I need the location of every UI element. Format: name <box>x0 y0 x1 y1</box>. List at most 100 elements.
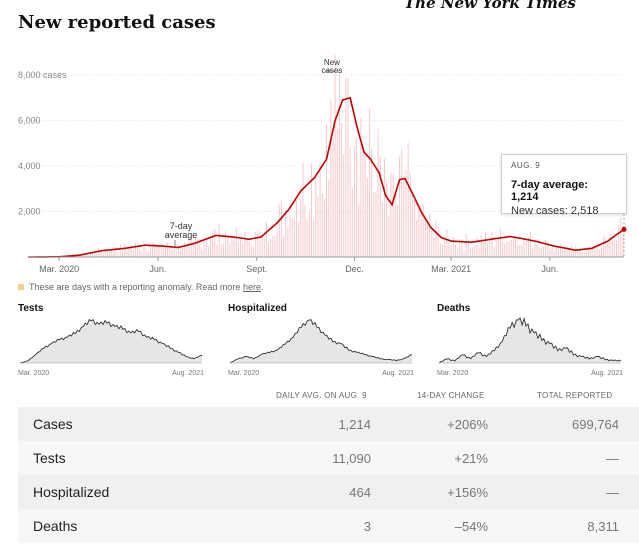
case-bar <box>98 247 100 257</box>
tooltip-average: 7-day average: 1,214 <box>511 179 618 203</box>
case-bar <box>330 100 332 257</box>
case-bar <box>141 250 143 257</box>
case-bar <box>356 137 358 257</box>
case-bar <box>94 252 96 257</box>
header-total-reported: TOTAL REPORTED <box>537 391 613 400</box>
case-bar <box>143 244 145 257</box>
sparkline-end-label: Aug. 2021 <box>591 370 623 377</box>
case-bar <box>478 247 480 257</box>
hospitalized-sparkline[interactable]: Mar. 2020 Aug. 2021 <box>228 316 416 378</box>
case-bar <box>366 178 368 257</box>
sparkline-start-label: Mar. 2020 <box>228 370 259 377</box>
deaths-title: Deaths <box>437 303 471 314</box>
case-bar <box>102 253 104 257</box>
case-bar <box>96 254 98 257</box>
case-bar <box>81 255 83 257</box>
case-bar <box>306 219 308 257</box>
case-bar <box>295 200 297 257</box>
case-bar <box>487 242 489 257</box>
case-bar <box>203 241 205 257</box>
case-bar <box>169 246 171 257</box>
tests-sparkline[interactable]: Mar. 2020 Aug. 2021 <box>18 316 206 378</box>
case-bar <box>429 213 431 257</box>
read-more-link[interactable]: here <box>242 282 261 292</box>
case-bar <box>540 247 542 257</box>
tooltip-new-cases: New cases: 2,518 <box>511 205 618 217</box>
case-bar <box>149 245 151 257</box>
case-bar <box>493 247 495 257</box>
sparkline-end-label: Aug. 2021 <box>382 370 414 377</box>
row-change: +206% <box>447 417 488 432</box>
case-bar <box>510 239 512 257</box>
row-total: — <box>606 485 619 500</box>
case-bar <box>349 147 351 257</box>
case-bar <box>605 238 607 257</box>
case-bar <box>534 241 536 257</box>
case-bar <box>147 251 149 257</box>
seven-day-average-line <box>28 96 625 258</box>
case-bar <box>164 245 166 257</box>
row-daily: 1,214 <box>338 417 371 432</box>
row-change: +156% <box>447 485 488 500</box>
hover-dot <box>621 226 627 232</box>
case-bar <box>117 253 119 257</box>
case-bar <box>519 245 521 257</box>
case-bar <box>190 237 192 257</box>
case-bar <box>268 242 270 257</box>
table-row-deaths: Deaths 3 –54% 8,311 <box>18 509 639 543</box>
case-bar <box>512 237 514 257</box>
case-bar <box>261 236 263 257</box>
case-bar <box>186 245 188 257</box>
case-bar <box>497 237 499 257</box>
case-bar <box>126 250 128 257</box>
case-bar <box>156 245 158 257</box>
case-bar <box>390 172 392 257</box>
case-bar <box>257 231 259 257</box>
case-bar <box>454 244 456 257</box>
case-bar <box>201 249 203 257</box>
case-bar <box>115 249 117 257</box>
deaths-sparkline[interactable]: Mar. 2020 Aug. 2021 <box>437 316 625 378</box>
case-bar <box>109 251 111 257</box>
tooltip-date: AUG. 9 <box>511 161 541 170</box>
case-bar <box>259 232 261 257</box>
case-bar <box>154 242 156 257</box>
tooltip-average-value: 1,214 <box>511 191 539 203</box>
case-bar <box>237 241 239 257</box>
row-daily: 11,090 <box>332 451 371 466</box>
case-bar <box>489 239 491 257</box>
case-bar <box>495 239 497 257</box>
case-bar <box>222 243 224 257</box>
case-bar <box>437 227 439 257</box>
case-bar <box>192 243 194 257</box>
case-bar <box>291 217 293 257</box>
case-bar <box>304 205 306 257</box>
case-bar <box>611 240 613 257</box>
case-bar <box>545 239 547 257</box>
case-bar <box>373 192 375 257</box>
case-bar <box>332 137 334 257</box>
case-bar <box>600 247 602 257</box>
case-bar <box>551 243 553 257</box>
case-bar <box>566 246 568 257</box>
case-bar <box>424 218 426 257</box>
case-bar <box>137 243 139 257</box>
case-bar <box>515 235 517 257</box>
case-bar <box>119 244 121 257</box>
case-bar <box>615 240 617 257</box>
case-bar <box>573 249 575 257</box>
tests-title: Tests <box>18 303 44 314</box>
case-bar <box>439 243 441 257</box>
case-bar <box>555 247 557 257</box>
case-bar <box>362 144 364 257</box>
case-bar <box>472 246 474 257</box>
case-bar <box>315 175 317 257</box>
sparkline-area <box>230 319 412 363</box>
row-total: 8,311 <box>587 519 619 534</box>
case-bar <box>214 228 216 257</box>
anomaly-swatch <box>18 284 24 290</box>
case-bar <box>358 203 360 257</box>
case-bar <box>446 229 448 257</box>
case-bar <box>575 246 577 257</box>
cases-chart[interactable]: 2,000 4,000 6,000 8,000 cases Mar. 2020 Jun.… <box>0 55 639 277</box>
